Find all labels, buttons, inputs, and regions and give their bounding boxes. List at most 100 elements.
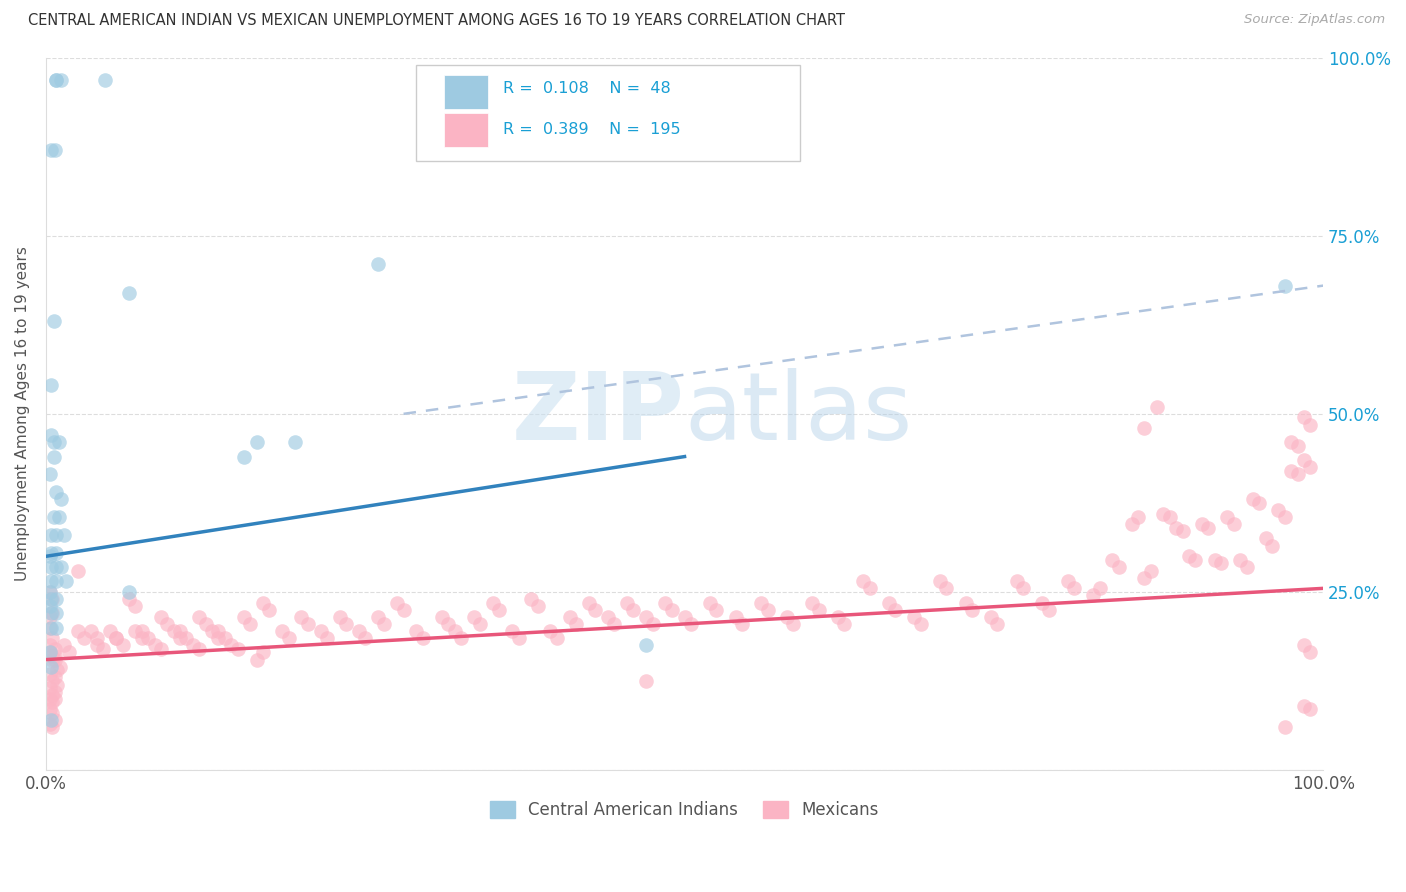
Point	[852, 574, 875, 589]
Point	[290, 610, 312, 624]
Point	[41, 631, 63, 645]
Point	[673, 610, 696, 624]
Point	[41, 706, 63, 720]
Point	[884, 603, 907, 617]
Point	[1139, 564, 1161, 578]
Text: atlas: atlas	[685, 368, 912, 460]
Point	[832, 617, 855, 632]
Point	[706, 603, 728, 617]
Point	[443, 624, 465, 639]
Point	[118, 285, 141, 300]
Point	[252, 645, 274, 659]
Point	[623, 603, 645, 617]
Legend: Central American Indians, Mexicans: Central American Indians, Mexicans	[484, 794, 886, 826]
Point	[1229, 553, 1251, 567]
Point	[38, 702, 60, 716]
Point	[45, 592, 67, 607]
Point	[45, 73, 67, 87]
Point	[1209, 557, 1232, 571]
Point	[986, 617, 1008, 632]
Point	[169, 624, 191, 639]
Point	[749, 596, 772, 610]
Point	[44, 641, 66, 656]
Point	[45, 574, 67, 589]
Point	[699, 596, 721, 610]
Point	[776, 610, 799, 624]
Point	[259, 603, 281, 617]
Point	[111, 638, 134, 652]
Point	[526, 599, 548, 614]
Point	[1267, 503, 1289, 517]
Point	[565, 617, 588, 632]
Point	[877, 596, 900, 610]
Point	[277, 631, 299, 645]
Point	[38, 638, 60, 652]
Point	[596, 610, 619, 624]
Point	[246, 435, 269, 450]
Point	[38, 610, 60, 624]
Point	[156, 617, 179, 632]
Point	[508, 631, 530, 645]
Point	[55, 574, 77, 589]
Point	[93, 641, 115, 656]
Point	[38, 467, 60, 482]
Point	[232, 610, 254, 624]
Point	[1005, 574, 1028, 589]
Point	[194, 617, 217, 632]
Point	[412, 631, 434, 645]
Point	[636, 673, 658, 688]
Point	[373, 617, 395, 632]
Point	[93, 73, 115, 87]
Point	[39, 428, 62, 442]
Point	[1088, 582, 1111, 596]
Point	[118, 592, 141, 607]
Point	[124, 624, 146, 639]
Point	[636, 610, 658, 624]
Point	[79, 624, 101, 639]
Point	[44, 648, 66, 663]
Point	[105, 631, 128, 645]
Point	[1249, 496, 1271, 510]
Point	[207, 624, 229, 639]
Point	[616, 596, 638, 610]
Point	[1121, 517, 1143, 532]
Point	[1063, 582, 1085, 596]
Point	[46, 663, 69, 677]
Point	[354, 631, 377, 645]
Point	[41, 720, 63, 734]
Point	[39, 621, 62, 635]
Point	[1279, 435, 1302, 450]
Point	[450, 631, 472, 645]
Point	[1274, 510, 1296, 524]
Point	[1012, 582, 1035, 596]
Point	[935, 582, 957, 596]
Point	[1261, 539, 1284, 553]
Point	[782, 617, 804, 632]
Point	[44, 670, 66, 684]
Point	[910, 617, 932, 632]
Point	[39, 143, 62, 157]
Point	[1299, 702, 1322, 716]
Point	[41, 648, 63, 663]
Point	[654, 596, 676, 610]
Point	[188, 641, 211, 656]
Point	[46, 677, 69, 691]
Point	[335, 617, 357, 632]
Point	[501, 624, 523, 639]
Point	[540, 624, 562, 639]
Point	[51, 73, 73, 87]
Point	[44, 713, 66, 727]
Point	[169, 631, 191, 645]
Point	[51, 560, 73, 574]
Point	[42, 450, 65, 464]
Point	[929, 574, 952, 589]
Bar	[444, 75, 488, 109]
Point	[367, 610, 389, 624]
Point	[636, 638, 658, 652]
Point	[1204, 553, 1226, 567]
Point	[226, 641, 249, 656]
Point	[1171, 524, 1194, 539]
Point	[38, 645, 60, 659]
Point	[1274, 720, 1296, 734]
Point	[143, 638, 166, 652]
